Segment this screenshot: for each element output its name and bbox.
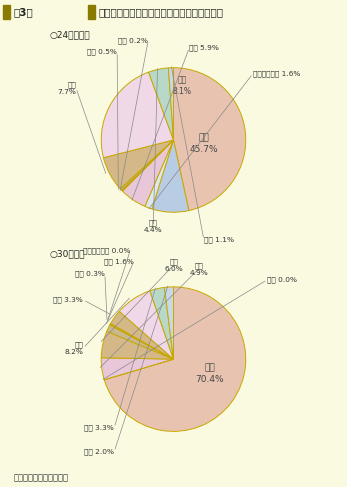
Wedge shape bbox=[103, 140, 174, 189]
Text: 背部 0.5%: 背部 0.5% bbox=[87, 49, 117, 55]
Wedge shape bbox=[101, 72, 174, 158]
Text: 腹部 3.3%: 腹部 3.3% bbox=[53, 297, 83, 303]
Text: 腰部
6.0%: 腰部 6.0% bbox=[164, 259, 183, 272]
Text: 頭部
70.4%: 頭部 70.4% bbox=[195, 363, 224, 384]
Wedge shape bbox=[119, 291, 174, 359]
Text: 全損
8.1%: 全損 8.1% bbox=[173, 75, 192, 96]
Wedge shape bbox=[145, 140, 174, 209]
Text: 顔部 2.0%: 顔部 2.0% bbox=[84, 449, 114, 455]
Wedge shape bbox=[120, 140, 174, 190]
Text: 臓部 0.2%: 臓部 0.2% bbox=[118, 37, 148, 43]
Text: 窒息・溺死等 0.0%: 窒息・溺死等 0.0% bbox=[83, 247, 130, 254]
Wedge shape bbox=[174, 68, 246, 210]
Wedge shape bbox=[164, 287, 174, 359]
Wedge shape bbox=[111, 311, 174, 359]
Text: 腰部 5.9%: 腰部 5.9% bbox=[189, 44, 219, 51]
Wedge shape bbox=[101, 331, 174, 359]
Text: 第3図: 第3図 bbox=[13, 7, 33, 17]
Text: 損傷主部位別死者数の構成率（平成２２年）: 損傷主部位別死者数の構成率（平成２２年） bbox=[99, 7, 224, 17]
Wedge shape bbox=[122, 140, 174, 191]
Wedge shape bbox=[104, 359, 174, 380]
Text: 顔部 1.1%: 顔部 1.1% bbox=[204, 236, 234, 243]
Text: 頸部 3.3%: 頸部 3.3% bbox=[84, 425, 114, 431]
Wedge shape bbox=[104, 287, 246, 431]
Wedge shape bbox=[152, 140, 189, 212]
Text: ○30日死者: ○30日死者 bbox=[49, 249, 85, 258]
Text: 腹部
7.7%: 腹部 7.7% bbox=[57, 81, 76, 95]
Text: 全損 0.0%: 全損 0.0% bbox=[268, 276, 297, 283]
Wedge shape bbox=[110, 325, 174, 359]
Text: 胴部
4.9%: 胴部 4.9% bbox=[189, 262, 208, 276]
Text: 頭部
45.7%: 頭部 45.7% bbox=[189, 133, 218, 153]
Text: 背部 0.3%: 背部 0.3% bbox=[75, 271, 105, 277]
Text: 注　警察庁資料による。: 注 警察庁資料による。 bbox=[14, 473, 69, 482]
Text: 頸部
4.4%: 頸部 4.4% bbox=[144, 220, 163, 233]
Text: 窒息・溺死等 1.6%: 窒息・溺死等 1.6% bbox=[253, 70, 301, 77]
Wedge shape bbox=[168, 68, 174, 140]
Wedge shape bbox=[101, 358, 174, 380]
Text: 臓部 1.6%: 臓部 1.6% bbox=[104, 258, 134, 265]
Wedge shape bbox=[122, 140, 174, 206]
Text: 胸部
8.2%: 胸部 8.2% bbox=[64, 341, 83, 355]
Wedge shape bbox=[110, 323, 174, 359]
Wedge shape bbox=[150, 287, 174, 359]
Text: ○24時間死者: ○24時間死者 bbox=[49, 30, 90, 39]
Wedge shape bbox=[149, 68, 174, 140]
Wedge shape bbox=[107, 325, 174, 359]
